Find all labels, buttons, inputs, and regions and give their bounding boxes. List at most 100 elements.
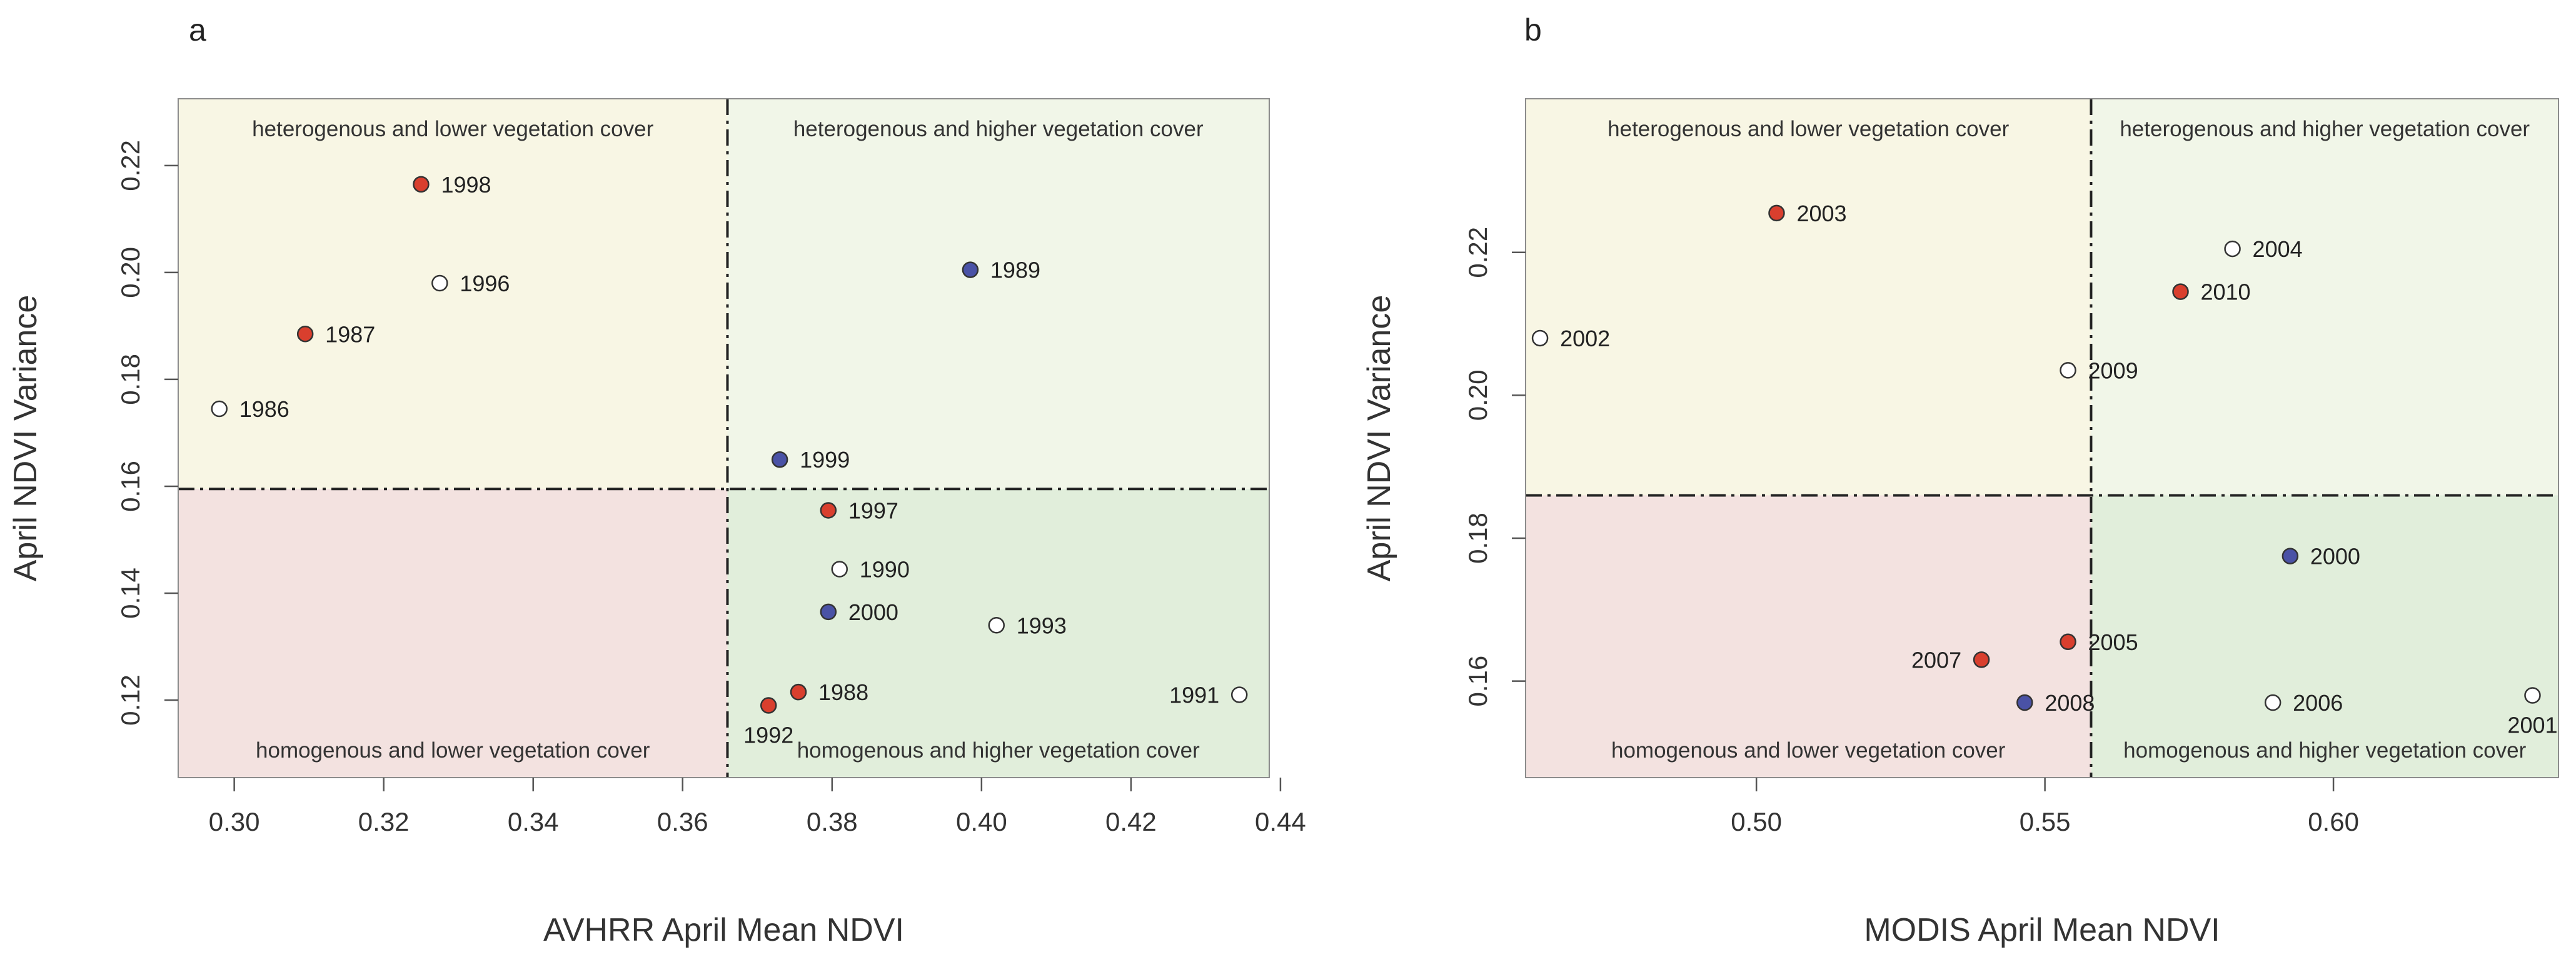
data-point (988, 617, 1005, 634)
point-label: 2007 (1911, 647, 1961, 673)
data-point (2264, 694, 2282, 711)
x-axis: 0.50 0.55 0.60 (1731, 778, 2359, 836)
data-point (1973, 651, 1990, 668)
data-point (2282, 548, 2299, 564)
data-point (2016, 694, 2033, 711)
data-point (431, 274, 448, 292)
quadrant-label-bottom-left: homogenous and lower vegetation cover (1611, 738, 2006, 763)
point-label: 2010 (2200, 279, 2250, 305)
plot-frame (178, 98, 1270, 778)
point-label: 2008 (2045, 690, 2095, 716)
quadrant-label-bottom-right: homogenous and higher vegetation cover (2123, 738, 2526, 763)
point-label: 2001 (2507, 713, 2557, 738)
data-point (760, 697, 777, 714)
y-tick-label: 0.18 (1463, 513, 1492, 564)
x-axis-label: MODIS April Mean NDVI (1864, 912, 2220, 948)
y-tick-label: 0.18 (116, 354, 145, 405)
data-point (831, 561, 848, 578)
data-point (820, 502, 837, 519)
data-point (1230, 686, 1248, 703)
point-label: 1992 (743, 723, 793, 748)
x-axis: 0.30 0.32 0.34 0.36 0.38 0.40 0.42 0.44 (209, 778, 1306, 836)
x-tick-label: 0.32 (358, 807, 410, 836)
point-label: 1999 (800, 447, 850, 473)
point-label: 1997 (848, 498, 898, 523)
panel-letter-b: b (1524, 13, 1542, 48)
point-label: 2004 (2253, 236, 2303, 262)
quadrant-label-top-left: heterogenous and lower vegetation cover (252, 117, 653, 141)
point-label: 2006 (2293, 690, 2343, 716)
x-tick-label: 0.44 (1255, 807, 1306, 836)
point-label: 1993 (1017, 613, 1067, 638)
quadrant-bottom-left-bg (178, 489, 728, 778)
y-tick-label: 0.16 (1463, 656, 1492, 707)
plot-frame (1525, 98, 2559, 778)
quadrant-label-top-right: heterogenous and higher vegetation cover (793, 117, 1204, 141)
x-tick-label: 0.30 (209, 807, 260, 836)
quadrant-top-left-bg (1526, 99, 2091, 496)
point-label: 2005 (2088, 629, 2138, 655)
quadrant-bottom-left-bg (1526, 495, 2091, 778)
data-point (2524, 687, 2541, 704)
point-label: 2009 (2088, 358, 2138, 383)
panel-a: a heterogenous and lower vegetation cove… (8, 13, 1306, 948)
data-point (211, 400, 228, 418)
quadrant-label-top-left: heterogenous and lower vegetation cover (1607, 117, 2009, 141)
quadrant-label-bottom-left: homogenous and lower vegetation cover (256, 738, 650, 763)
data-point (820, 603, 837, 621)
y-axis-label: April NDVI Variance (8, 295, 44, 582)
y-tick-label: 0.14 (116, 568, 145, 619)
y-axis: 0.16 0.18 0.20 0.22 (1463, 227, 1526, 707)
data-point (771, 451, 788, 468)
data-point (1768, 204, 1785, 222)
y-tick-label: 0.16 (116, 461, 145, 512)
x-tick-label: 0.50 (1731, 807, 1782, 836)
point-label: 1990 (860, 557, 910, 583)
data-point (2172, 283, 2189, 300)
point-label: 1996 (460, 271, 510, 296)
data-point (1531, 329, 1549, 347)
data-point (2224, 240, 2241, 258)
data-point (413, 176, 430, 193)
panel-letter-a: a (189, 13, 206, 48)
y-tick-label: 0.12 (116, 674, 145, 726)
panel-b: b heterogenous and lower vegetation cove… (1361, 13, 2559, 948)
y-tick-label: 0.22 (1463, 227, 1492, 278)
y-axis-label: April NDVI Variance (1361, 295, 1397, 582)
point-label: 1987 (325, 321, 375, 347)
quadrant-top-left-bg (178, 99, 728, 489)
y-tick-label: 0.20 (116, 247, 145, 298)
quadrant-label-top-right: heterogenous and higher vegetation cover (2120, 117, 2530, 141)
point-label: 2000 (848, 599, 898, 625)
data-point (2060, 362, 2076, 379)
point-label: 1986 (239, 396, 289, 422)
quadrant-top-right-bg (2091, 99, 2558, 496)
point-label: 1988 (818, 679, 868, 705)
points-layer: 1998 1996 1987 1986 1989 1999 1997 1990 2000 1993… (211, 172, 1248, 748)
point-label: 2002 (1560, 326, 1610, 351)
y-tick-label: 0.20 (1463, 370, 1492, 421)
x-tick-label: 0.60 (2308, 807, 2359, 836)
data-point (2060, 633, 2076, 651)
point-label: 1989 (990, 258, 1040, 283)
y-axis: 0.12 0.14 0.16 0.18 0.20 0.22 (116, 140, 178, 726)
data-point (790, 683, 807, 701)
x-tick-label: 0.40 (956, 807, 1007, 836)
point-label: 2000 (2310, 544, 2360, 569)
x-axis-label: AVHRR April Mean NDVI (543, 912, 904, 948)
data-point (962, 261, 979, 278)
quadrant-bottom-right-bg (2091, 495, 2558, 778)
x-tick-label: 0.55 (2020, 807, 2071, 836)
x-tick-label: 0.34 (508, 807, 559, 836)
point-label: 2003 (1796, 201, 1846, 226)
x-tick-label: 0.36 (657, 807, 708, 836)
quadrant-label-bottom-right: homogenous and higher vegetation cover (797, 738, 1200, 763)
y-tick-label: 0.22 (116, 140, 145, 191)
quadrant-top-right-bg (727, 99, 1269, 489)
point-label: 1991 (1169, 682, 1219, 708)
x-tick-label: 0.38 (807, 807, 858, 836)
x-tick-label: 0.42 (1105, 807, 1157, 836)
data-point (296, 326, 314, 343)
